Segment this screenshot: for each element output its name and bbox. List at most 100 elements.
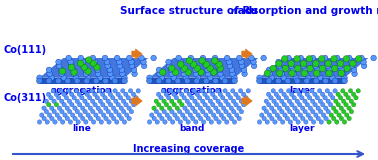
Circle shape bbox=[290, 92, 294, 96]
Circle shape bbox=[310, 89, 314, 93]
Circle shape bbox=[106, 109, 110, 114]
Circle shape bbox=[205, 96, 209, 100]
Circle shape bbox=[341, 99, 346, 103]
Circle shape bbox=[119, 67, 125, 73]
Circle shape bbox=[341, 109, 346, 114]
Circle shape bbox=[264, 99, 268, 103]
Circle shape bbox=[197, 96, 202, 100]
Circle shape bbox=[104, 59, 110, 65]
Circle shape bbox=[209, 120, 214, 124]
Circle shape bbox=[119, 116, 124, 121]
Circle shape bbox=[349, 63, 355, 69]
Circle shape bbox=[237, 106, 241, 110]
Circle shape bbox=[112, 106, 116, 110]
Circle shape bbox=[46, 78, 52, 84]
Circle shape bbox=[185, 69, 192, 75]
Circle shape bbox=[162, 109, 166, 114]
Circle shape bbox=[134, 96, 138, 100]
Circle shape bbox=[198, 106, 203, 110]
Circle shape bbox=[304, 78, 310, 84]
Circle shape bbox=[206, 106, 210, 110]
Circle shape bbox=[221, 96, 225, 100]
Circle shape bbox=[57, 106, 62, 110]
Circle shape bbox=[162, 99, 166, 103]
Circle shape bbox=[321, 113, 326, 117]
Circle shape bbox=[98, 89, 102, 93]
Circle shape bbox=[297, 103, 302, 107]
Circle shape bbox=[119, 71, 125, 77]
Circle shape bbox=[57, 116, 62, 121]
Circle shape bbox=[208, 99, 212, 103]
Circle shape bbox=[328, 92, 333, 96]
Circle shape bbox=[91, 120, 96, 124]
Circle shape bbox=[105, 89, 110, 93]
Circle shape bbox=[269, 96, 273, 100]
Circle shape bbox=[56, 78, 61, 84]
Circle shape bbox=[56, 96, 61, 100]
Circle shape bbox=[105, 63, 110, 69]
Circle shape bbox=[198, 116, 203, 121]
Circle shape bbox=[322, 55, 328, 61]
Circle shape bbox=[73, 75, 79, 81]
Circle shape bbox=[313, 92, 317, 96]
Circle shape bbox=[242, 103, 246, 107]
Circle shape bbox=[196, 113, 200, 117]
Circle shape bbox=[95, 96, 99, 100]
Circle shape bbox=[157, 71, 163, 77]
Circle shape bbox=[288, 120, 293, 124]
Circle shape bbox=[314, 113, 318, 117]
Text: aggregation: aggregation bbox=[161, 86, 223, 95]
Circle shape bbox=[53, 120, 57, 124]
Circle shape bbox=[63, 113, 67, 117]
Circle shape bbox=[131, 67, 137, 73]
Circle shape bbox=[80, 59, 86, 65]
Circle shape bbox=[222, 78, 228, 84]
Circle shape bbox=[352, 103, 356, 107]
Circle shape bbox=[283, 113, 287, 117]
Circle shape bbox=[236, 96, 240, 100]
Circle shape bbox=[315, 96, 319, 100]
Circle shape bbox=[113, 89, 117, 93]
Circle shape bbox=[214, 116, 218, 121]
Circle shape bbox=[181, 65, 188, 72]
Circle shape bbox=[98, 75, 103, 81]
Circle shape bbox=[306, 56, 313, 62]
Circle shape bbox=[237, 55, 242, 61]
Circle shape bbox=[301, 70, 307, 76]
Circle shape bbox=[315, 67, 321, 73]
Circle shape bbox=[342, 78, 347, 84]
Circle shape bbox=[111, 96, 115, 100]
Circle shape bbox=[176, 55, 181, 61]
Circle shape bbox=[290, 103, 294, 107]
Polygon shape bbox=[150, 58, 258, 78]
Circle shape bbox=[174, 96, 179, 100]
Circle shape bbox=[154, 109, 159, 114]
Circle shape bbox=[121, 109, 126, 114]
Circle shape bbox=[318, 75, 323, 81]
Circle shape bbox=[107, 67, 113, 73]
Circle shape bbox=[342, 120, 347, 124]
Circle shape bbox=[159, 75, 164, 81]
Text: Increasing coverage: Increasing coverage bbox=[133, 144, 245, 154]
Circle shape bbox=[59, 71, 65, 77]
Circle shape bbox=[201, 109, 205, 114]
Circle shape bbox=[99, 120, 104, 124]
Circle shape bbox=[229, 71, 235, 77]
Circle shape bbox=[241, 67, 247, 73]
Circle shape bbox=[156, 103, 161, 107]
Circle shape bbox=[91, 109, 95, 114]
Circle shape bbox=[211, 69, 217, 75]
Circle shape bbox=[226, 103, 231, 107]
Circle shape bbox=[303, 99, 307, 103]
Circle shape bbox=[122, 120, 127, 124]
Circle shape bbox=[115, 120, 119, 124]
Circle shape bbox=[182, 96, 186, 100]
Circle shape bbox=[62, 92, 66, 96]
Circle shape bbox=[349, 59, 354, 65]
Circle shape bbox=[172, 103, 177, 107]
Circle shape bbox=[211, 103, 215, 107]
Circle shape bbox=[190, 96, 194, 100]
Circle shape bbox=[244, 96, 248, 100]
Circle shape bbox=[282, 65, 289, 72]
Circle shape bbox=[334, 99, 338, 103]
